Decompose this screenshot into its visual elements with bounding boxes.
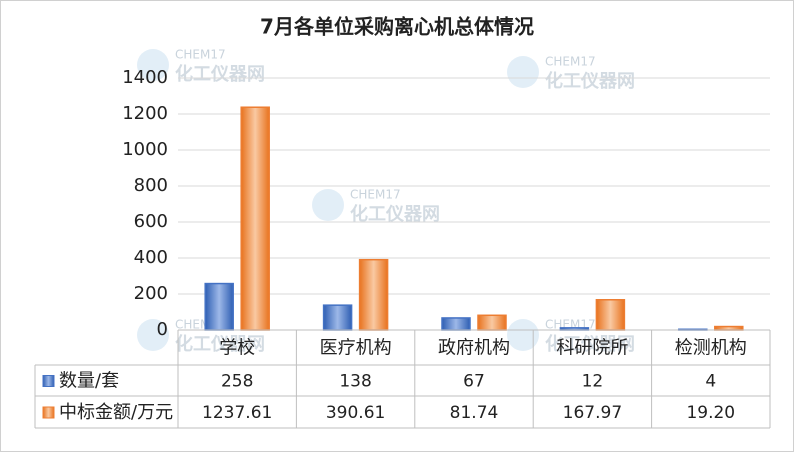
table-value: 167.97 [563,403,622,423]
watermark-name: 化工仪器网 [350,203,440,225]
y-tick-label: 1200 [122,103,168,124]
watermark-brand: CHEM17 [175,48,226,62]
x-tick-label: 医疗机构 [320,338,392,359]
y-tick-label: 1000 [122,139,168,160]
watermark-name: 化工仪器网 [175,333,265,355]
y-tick-label: 200 [134,283,168,304]
x-tick-label: 政府机构 [438,338,510,359]
table-value: 12 [582,372,604,392]
legend-swatch [42,375,55,387]
y-tick-label: 800 [134,175,168,196]
watermark-name: 化工仪器网 [545,70,635,92]
y-tick-label: 600 [134,211,168,232]
bar [441,317,471,331]
y-tick-label: 0 [157,319,168,340]
table-value: 67 [463,372,485,392]
y-tick-label: 1400 [122,67,168,88]
watermark-logo [137,49,169,81]
legend-label: 中标金额/万元 [59,402,173,423]
legend-label: 数量/套 [59,371,119,392]
watermark-name: 化工仪器网 [545,333,635,355]
watermark-brand: CHEM17 [350,188,401,202]
watermark-brand: CHEM17 [545,55,596,69]
x-tick-label: 检测机构 [675,338,747,359]
table-value: 4 [705,372,716,392]
watermark-logo [137,319,169,351]
legend-swatch [42,406,55,419]
table-value: 19.20 [686,403,735,423]
table-value: 81.74 [450,403,499,423]
x-tick-label: 科研院所 [556,338,628,359]
bar [322,304,353,331]
watermark-logo [507,56,539,88]
bar [204,282,234,331]
watermark-logo [312,189,344,221]
bar [714,325,744,331]
bar [595,299,626,331]
table-value: 1237.61 [202,403,272,423]
table-value: 138 [339,372,371,392]
watermark-logo [507,319,539,351]
y-tick-label: 400 [134,247,168,268]
watermark-name: 化工仪器网 [175,63,265,85]
table-value: 390.61 [326,403,385,423]
bar [358,258,389,331]
x-tick-label: 学校 [219,338,255,359]
table-value: 258 [221,372,253,392]
bar [477,314,507,331]
chart-title: 7月各单位采购离心机总体情况 [260,15,534,39]
bar [240,106,270,331]
